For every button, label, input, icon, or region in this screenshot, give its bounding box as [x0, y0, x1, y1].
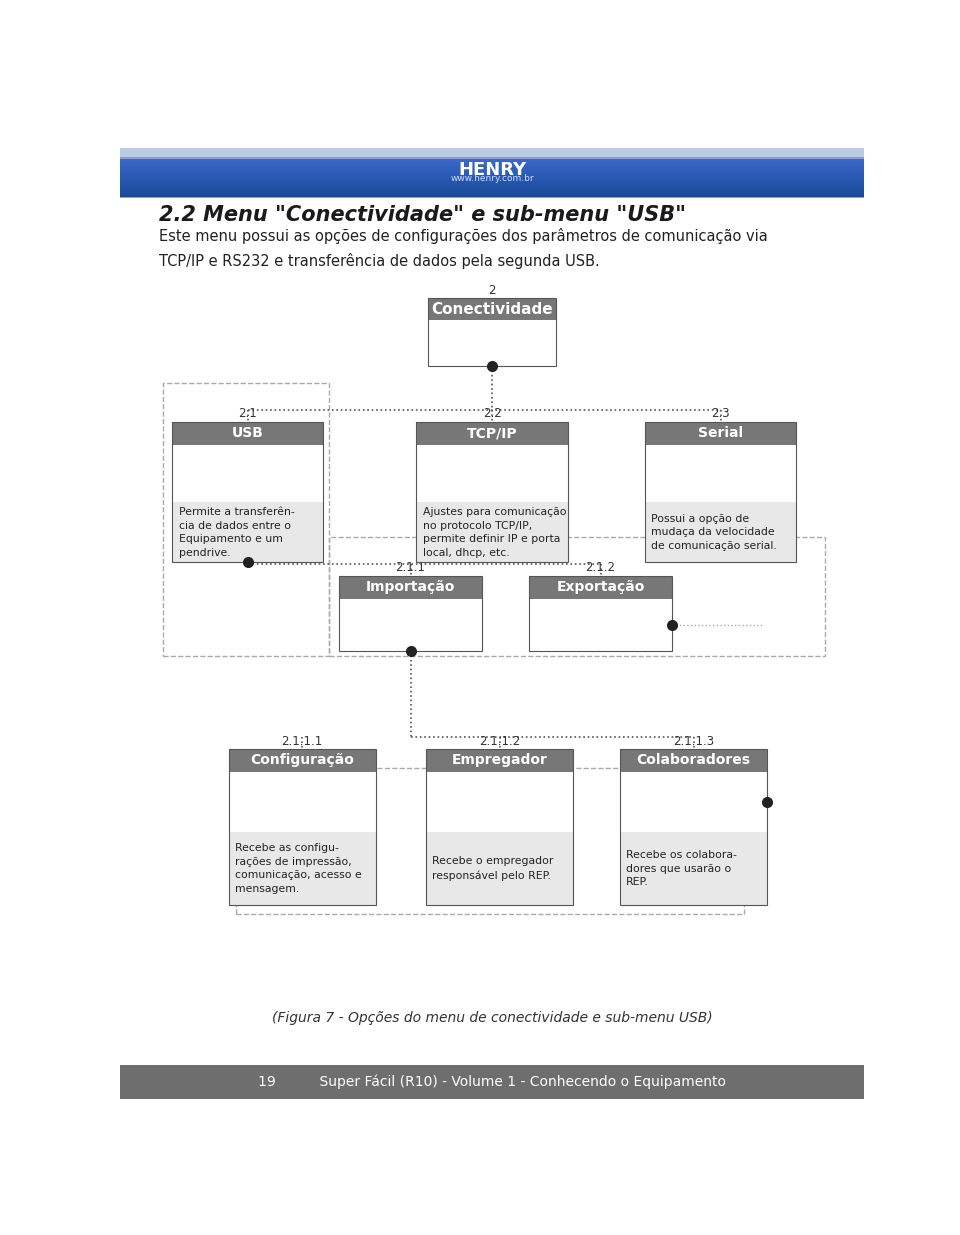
Text: Importação: Importação: [366, 580, 455, 594]
Bar: [228, 772, 375, 832]
Text: Recebe o empregador
responsável pelo REP.: Recebe o empregador responsável pelo REP…: [432, 856, 554, 881]
Bar: [645, 503, 796, 562]
Text: www.henry.com.br: www.henry.com.br: [450, 174, 534, 183]
Bar: [172, 421, 324, 445]
Bar: [172, 503, 324, 562]
Bar: [426, 832, 573, 905]
Text: Conectividade: Conectividade: [431, 301, 553, 316]
Bar: [339, 576, 482, 651]
Text: 2: 2: [489, 284, 495, 298]
Bar: [339, 576, 482, 651]
Text: 19          Super Fácil (R10) - Volume 1 - Conhecendo o Equipamento: 19 Super Fácil (R10) - Volume 1 - Conhec…: [258, 1074, 726, 1089]
Bar: [529, 576, 672, 651]
Bar: [120, 1065, 864, 1099]
Text: Colaboradores: Colaboradores: [636, 753, 751, 767]
Bar: [620, 748, 767, 772]
Bar: [339, 599, 482, 651]
Bar: [417, 421, 567, 562]
Bar: [417, 421, 567, 562]
Bar: [339, 576, 482, 599]
Bar: [428, 299, 556, 366]
Bar: [620, 748, 767, 905]
Bar: [228, 748, 375, 905]
Text: Configuração: Configuração: [251, 753, 354, 767]
Bar: [426, 772, 573, 832]
Bar: [529, 576, 672, 651]
Bar: [162, 383, 329, 656]
Text: 2.1.1.3: 2.1.1.3: [673, 735, 714, 747]
Bar: [236, 768, 744, 914]
Bar: [620, 772, 767, 832]
Bar: [120, 157, 864, 159]
Bar: [426, 748, 573, 772]
Bar: [228, 832, 375, 905]
Text: (Figura 7 - Opções do menu de conectividade e sub-menu USB): (Figura 7 - Opções do menu de conectivid…: [272, 1011, 712, 1025]
Text: 2.1.2: 2.1.2: [586, 562, 615, 574]
Text: Permite a transferên-
cia de dados entre o
Equipamento e um
pendrive.: Permite a transferên- cia de dados entre…: [179, 508, 295, 558]
Text: 2.1.1: 2.1.1: [396, 562, 425, 574]
Text: Empregador: Empregador: [452, 753, 548, 767]
Text: HENRY: HENRY: [458, 161, 526, 179]
Bar: [417, 503, 567, 562]
Bar: [426, 748, 573, 905]
Bar: [428, 320, 556, 366]
Text: Este menu possui as opções de configurações dos parâmetros de comunicação via
TC: Este menu possui as opções de configuraç…: [158, 227, 767, 269]
Text: 2.2 Menu "Conectividade" e sub-menu "USB": 2.2 Menu "Conectividade" e sub-menu "USB…: [158, 205, 685, 225]
Bar: [529, 599, 672, 651]
Bar: [228, 748, 375, 772]
Bar: [426, 748, 573, 905]
Bar: [620, 832, 767, 905]
Bar: [120, 196, 864, 199]
Bar: [428, 299, 556, 366]
Text: 2.1.1.2: 2.1.1.2: [479, 735, 520, 747]
Bar: [645, 421, 796, 562]
Bar: [645, 445, 796, 503]
Bar: [417, 421, 567, 445]
Bar: [645, 421, 796, 445]
Bar: [228, 748, 375, 905]
Bar: [417, 445, 567, 503]
Text: 2.3: 2.3: [711, 408, 730, 420]
Bar: [645, 421, 796, 562]
Bar: [172, 421, 324, 562]
Bar: [329, 537, 826, 656]
Text: TCP/IP: TCP/IP: [467, 426, 517, 440]
Text: 2.1: 2.1: [238, 408, 257, 420]
Bar: [120, 148, 864, 158]
Bar: [172, 445, 324, 503]
Text: USB: USB: [232, 426, 264, 440]
Text: Serial: Serial: [698, 426, 743, 440]
Text: Possui a opção de
mudaça da velocidade
de comunicação serial.: Possui a opção de mudaça da velocidade d…: [651, 514, 777, 551]
Text: Ajustes para comunicação
no protocolo TCP/IP,
permite definir IP e porta
local, : Ajustes para comunicação no protocolo TC…: [422, 508, 566, 558]
Text: 2.1.1.1: 2.1.1.1: [281, 735, 323, 747]
Text: Exportação: Exportação: [556, 580, 645, 594]
Bar: [529, 576, 672, 599]
Text: Recebe os colabora-
dores que usarão o
REP.: Recebe os colabora- dores que usarão o R…: [626, 850, 737, 887]
Bar: [428, 299, 556, 320]
Text: 2.2: 2.2: [483, 408, 501, 420]
Bar: [620, 748, 767, 905]
Bar: [172, 421, 324, 562]
Text: Recebe as configu-
rações de impressão,
comunicação, acesso e
mensagem.: Recebe as configu- rações de impressão, …: [234, 844, 362, 894]
